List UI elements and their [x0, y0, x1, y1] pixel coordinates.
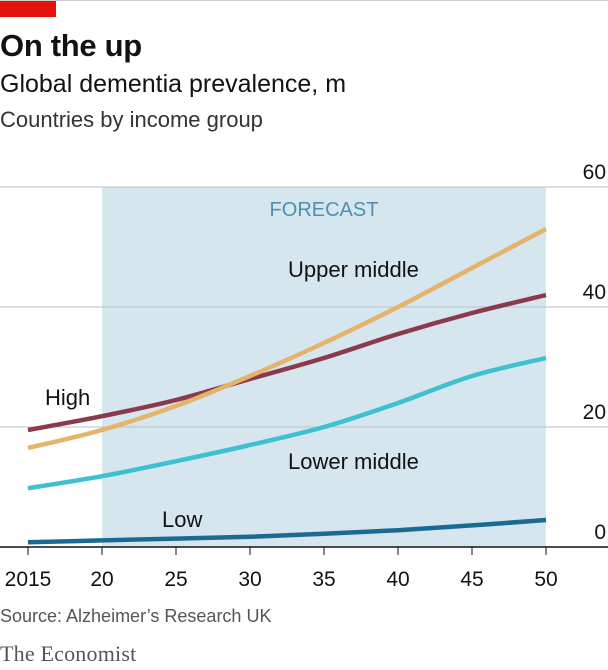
y-tick-label: 40: [583, 281, 606, 304]
series-label-low: Low: [162, 507, 202, 532]
chart-subsubtitle: Countries by income group: [0, 107, 263, 132]
y-tick-label: 0: [594, 521, 606, 544]
series-label-high: High: [45, 385, 90, 410]
x-tick-label: 50: [534, 568, 557, 591]
top-rule: [0, 0, 608, 1]
source-note: Source: Alzheimer’s Research UK: [0, 606, 272, 626]
y-tick-label: 20: [583, 401, 606, 424]
x-tick-label: 2015: [5, 568, 52, 591]
x-tick-label: 45: [460, 568, 483, 591]
series-label-upper-middle: Upper middle: [288, 257, 419, 282]
chart-title: On the up: [0, 28, 142, 63]
forecast-label: FORECAST: [270, 199, 379, 221]
series-line-low: [27, 517, 547, 545]
series-line-lower-middle: [27, 355, 547, 491]
x-tick-label: 35: [312, 568, 335, 591]
x-tick-label: 20: [90, 568, 113, 591]
x-tick-label: 30: [238, 568, 261, 591]
chart-subtitle: Global dementia prevalence, m: [0, 70, 347, 98]
series-label-lower-middle: Lower middle: [288, 449, 419, 474]
series-line-upper-middle: [27, 227, 548, 451]
line-chart: FORECAST 0 20 40 60 2015 20 25 30 35 40 45 50 High Upp…: [0, 161, 608, 591]
brand-accent-tag: [0, 0, 56, 17]
series-line-high: [27, 292, 547, 433]
forecast-band: [102, 187, 546, 547]
x-tick-label: 40: [386, 568, 409, 591]
y-tick-label: 60: [583, 161, 606, 184]
x-tick-label: 25: [164, 568, 187, 591]
publisher-logo: The Economist: [0, 641, 137, 666]
